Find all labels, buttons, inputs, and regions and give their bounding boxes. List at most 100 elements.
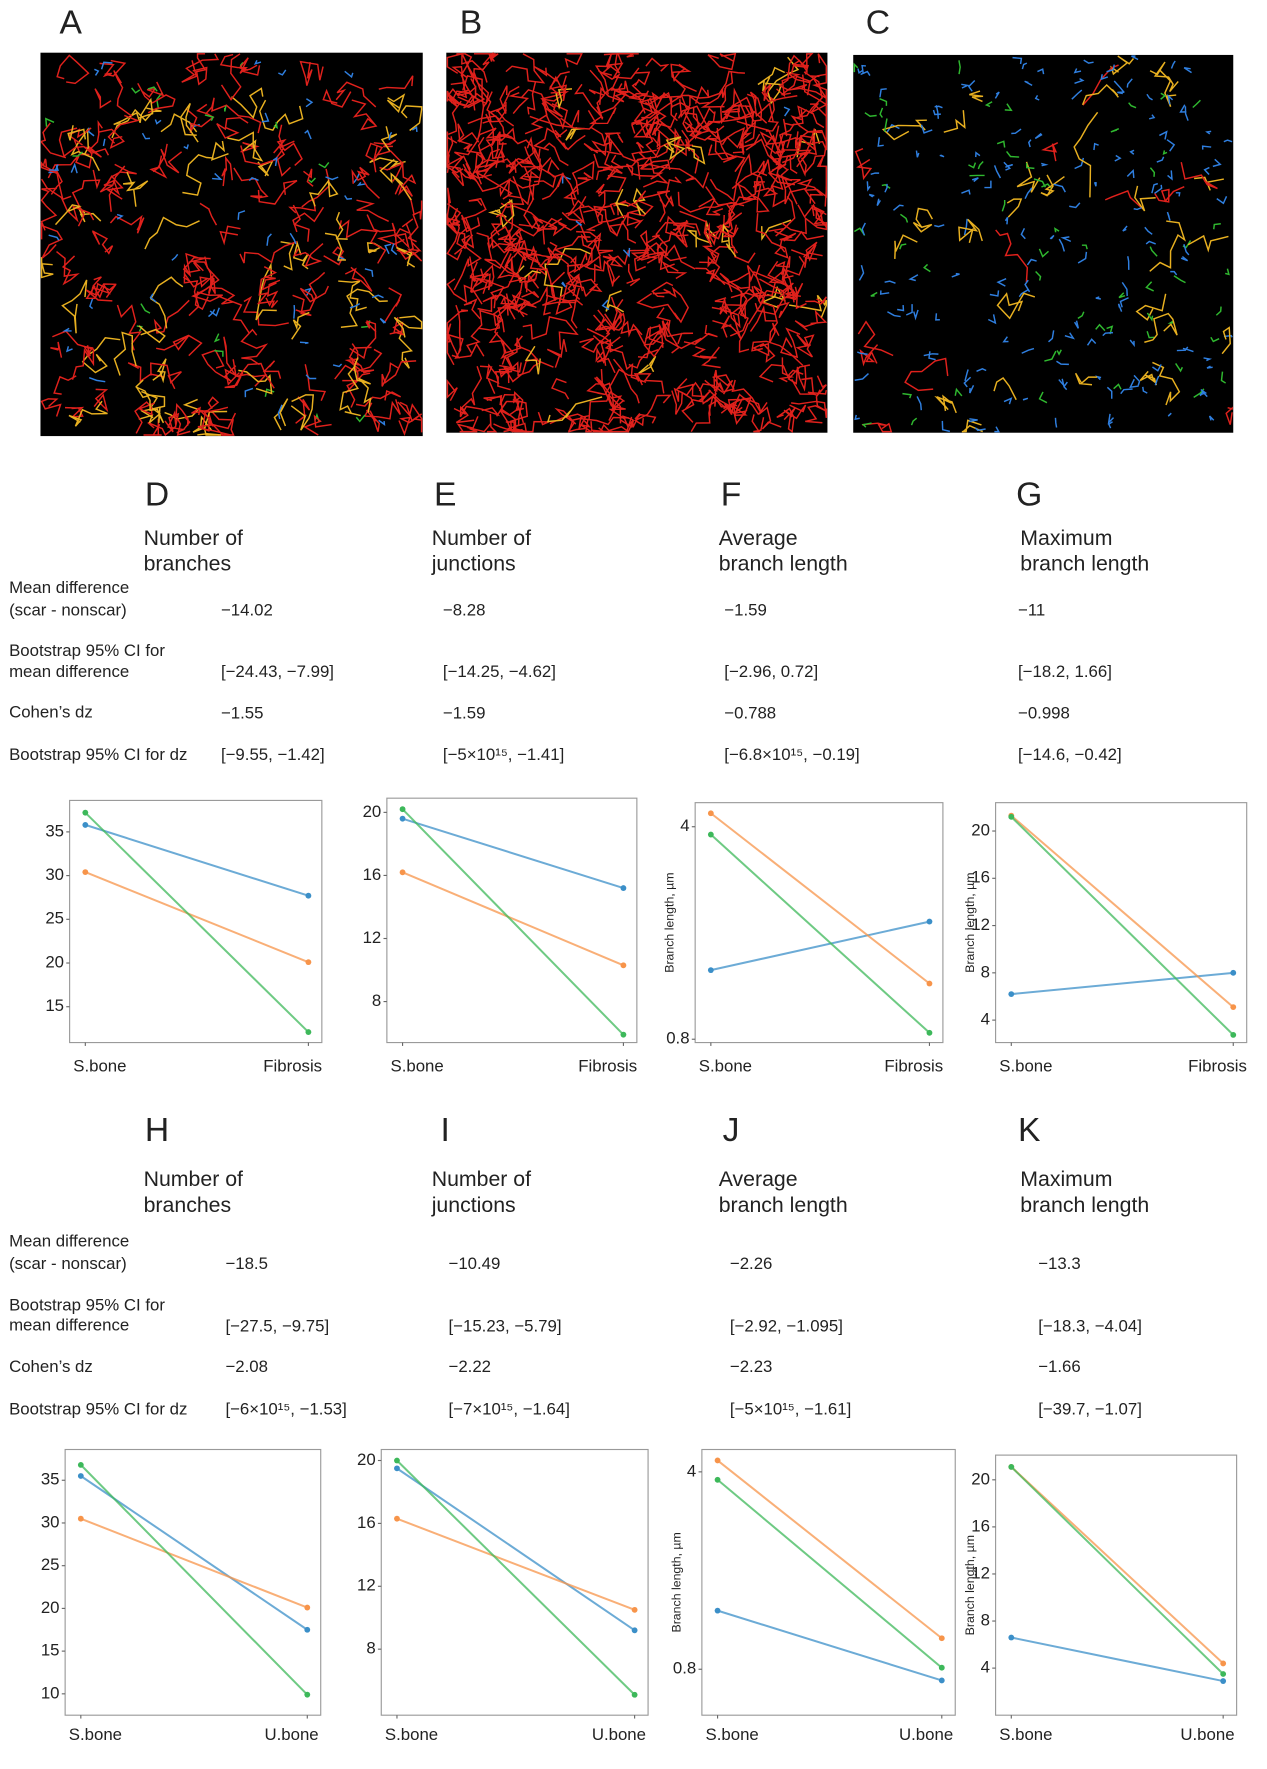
skeleton-branch [406, 242, 423, 262]
series-line [80, 1517, 308, 1609]
y-tick-label: 12 [971, 915, 990, 934]
plot-frame [694, 802, 944, 1044]
skeleton-branch [853, 62, 859, 73]
skeleton-branch [1215, 306, 1222, 316]
panel-letter: E [434, 477, 456, 514]
skeleton-branch [182, 153, 214, 196]
skeleton-branch [1152, 361, 1181, 406]
y-tick-label: 0.8 [673, 1659, 696, 1678]
metric-title: branch length [1020, 552, 1149, 576]
skeleton-branch [384, 243, 392, 255]
skeleton-branch [570, 177, 592, 206]
skeleton-branch [801, 74, 828, 114]
metric-title: Number of [144, 526, 243, 550]
skeleton-branch [1146, 312, 1154, 322]
skeleton-branch [714, 297, 747, 319]
stat-value: −14.02 [221, 600, 273, 619]
skeleton-branch [1126, 169, 1135, 178]
skeleton-branch [631, 80, 684, 115]
data-point [926, 980, 933, 987]
skeleton-branch [1107, 421, 1113, 429]
skeleton-branch [542, 142, 569, 167]
skeleton-branch [224, 372, 244, 389]
skeleton-branch [257, 179, 298, 205]
skeleton-branch [1074, 320, 1080, 329]
skeleton-branch [1220, 371, 1227, 384]
skeleton-branch [1225, 406, 1233, 425]
skeleton-branch [388, 131, 393, 141]
skeleton-branch [160, 113, 198, 133]
skeleton-branch [1002, 336, 1009, 343]
skeleton-branch [183, 144, 189, 150]
skeleton-branch [1194, 176, 1224, 191]
skeleton-branch [939, 154, 945, 158]
stat-value: −0.788 [724, 704, 776, 723]
skeleton-branch [543, 100, 568, 140]
y-tick-label: 35 [41, 1470, 60, 1489]
skeleton-branch [673, 219, 695, 248]
skeleton-branch [1024, 279, 1031, 293]
skeleton-branch [485, 138, 506, 168]
skeleton-branch [795, 334, 815, 358]
skeleton-branch [318, 161, 330, 169]
series-line [1011, 1636, 1224, 1683]
skeleton-branch [1175, 192, 1181, 197]
skeleton-branch [511, 294, 531, 316]
skeleton-branch [273, 398, 289, 431]
skeleton-branch [1048, 330, 1055, 343]
skeleton-branch [456, 53, 476, 111]
skeleton-branch [131, 87, 141, 94]
skeleton-branch [1126, 78, 1133, 88]
skeleton-branch [751, 342, 776, 363]
data-point [304, 1604, 311, 1611]
skeleton-branch [233, 167, 269, 199]
skeleton-branch [71, 169, 101, 227]
skeleton-branch [1210, 336, 1220, 343]
skeleton-branch [783, 106, 791, 117]
skeleton-branch [963, 218, 968, 236]
skeleton-branch [450, 104, 485, 178]
skeleton-branch [677, 221, 701, 236]
skeleton-branch [1212, 158, 1222, 168]
skeleton-branch [659, 176, 683, 209]
skeleton-branch [149, 143, 168, 179]
panel-letter: D [145, 477, 169, 514]
skeleton-branch [1049, 234, 1055, 240]
stat-value: [−5×10¹⁵, −1.61] [730, 1400, 851, 1419]
skeleton-branch [507, 391, 524, 430]
skeleton-branch [1077, 251, 1088, 264]
skeleton-branch [503, 358, 538, 383]
stat-value: −11 [1018, 600, 1045, 619]
y-tick-label: 30 [41, 1512, 60, 1531]
skeleton-branch [580, 419, 594, 433]
skeleton-branch [142, 81, 165, 99]
skeleton-branch [759, 278, 790, 319]
skeleton-branch [768, 171, 801, 189]
x-tick-label: S.bone [699, 1057, 752, 1076]
skeleton-branch [99, 175, 113, 193]
skeleton-branch [205, 97, 262, 134]
skeleton-branch [65, 346, 73, 353]
skeleton-branch [1154, 185, 1185, 203]
skeleton-branch [561, 284, 578, 329]
skeleton-branch [599, 86, 646, 114]
skeleton-branch [85, 283, 117, 300]
skeleton-branch [1205, 130, 1212, 135]
panel-letter: H [145, 1112, 169, 1149]
x-tick-label: U.bone [264, 1725, 318, 1744]
skeleton-branch [453, 234, 482, 291]
skeleton-branch [292, 240, 309, 270]
data-point [1230, 969, 1237, 976]
skeleton-branch [568, 416, 630, 433]
data-point [631, 1691, 638, 1698]
data-point [77, 1515, 84, 1522]
data-point [399, 815, 406, 822]
skeleton-branch [98, 128, 126, 150]
skeleton-branch [555, 88, 573, 110]
skeleton-branch [197, 412, 237, 432]
skeleton-branch [289, 232, 297, 245]
skeleton-branch [523, 184, 539, 230]
skeleton-branch [185, 103, 215, 134]
skeleton-branch [351, 99, 378, 131]
skeleton-branch [961, 419, 984, 433]
